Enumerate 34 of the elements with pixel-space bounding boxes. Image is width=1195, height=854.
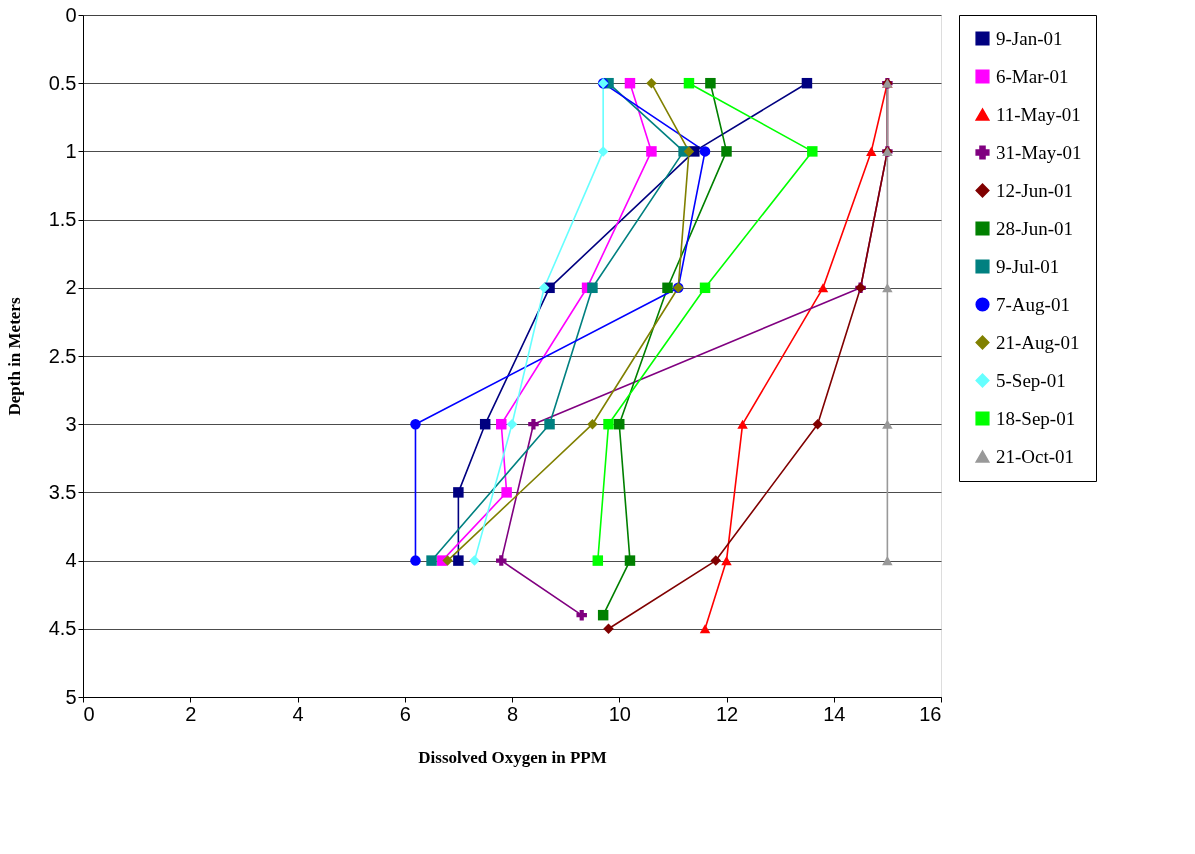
x-tick-label: 2	[185, 702, 197, 725]
legend-label: 21-Aug-01	[996, 331, 1080, 353]
legend-label: 18-Sep-01	[996, 407, 1076, 429]
x-axis-title: Dissolved Oxygen in PPM	[418, 747, 607, 767]
legend-label: 11-May-01	[996, 103, 1081, 125]
legend-label: 12-Jun-01	[996, 179, 1074, 201]
legend-label: 9-Jul-01	[996, 255, 1060, 277]
legend-label: 9-Jan-01	[996, 27, 1063, 49]
y-tick-label: 3	[65, 412, 77, 435]
legend-label: 6-Mar-01	[996, 65, 1069, 87]
y-tick-label: 0.5	[48, 71, 77, 94]
y-tick-label: 4.5	[48, 617, 77, 640]
y-tick-label: 2	[65, 276, 77, 299]
legend-label: 21-Oct-01	[996, 445, 1075, 467]
x-tick-label: 14	[823, 702, 846, 725]
y-tick-label: 2.5	[48, 344, 77, 367]
x-tick-label: 8	[506, 702, 519, 725]
x-tick-label: 0	[83, 702, 95, 725]
x-tick-label: 6	[399, 702, 411, 725]
y-axis-title: Depth in Meters	[4, 297, 24, 416]
x-tick-label: 10	[608, 702, 631, 725]
y-tick-label: 1.5	[48, 208, 77, 231]
y-tick-label: 4	[65, 549, 77, 572]
x-tick-label: 12	[715, 702, 739, 725]
legend-label: 31-May-01	[996, 141, 1082, 163]
y-tick-label: 0	[65, 3, 77, 26]
x-tick-label: 16	[919, 702, 942, 725]
legend-label: 7-Aug-01	[996, 293, 1070, 315]
legend-label: 28-Jun-01	[996, 217, 1074, 239]
legend-label: 5-Sep-01	[996, 369, 1066, 391]
x-tick-label: 4	[292, 702, 304, 725]
y-tick-label: 3.5	[48, 480, 77, 503]
y-tick-label: 5	[65, 685, 77, 708]
y-tick-label: 1	[65, 139, 77, 162]
